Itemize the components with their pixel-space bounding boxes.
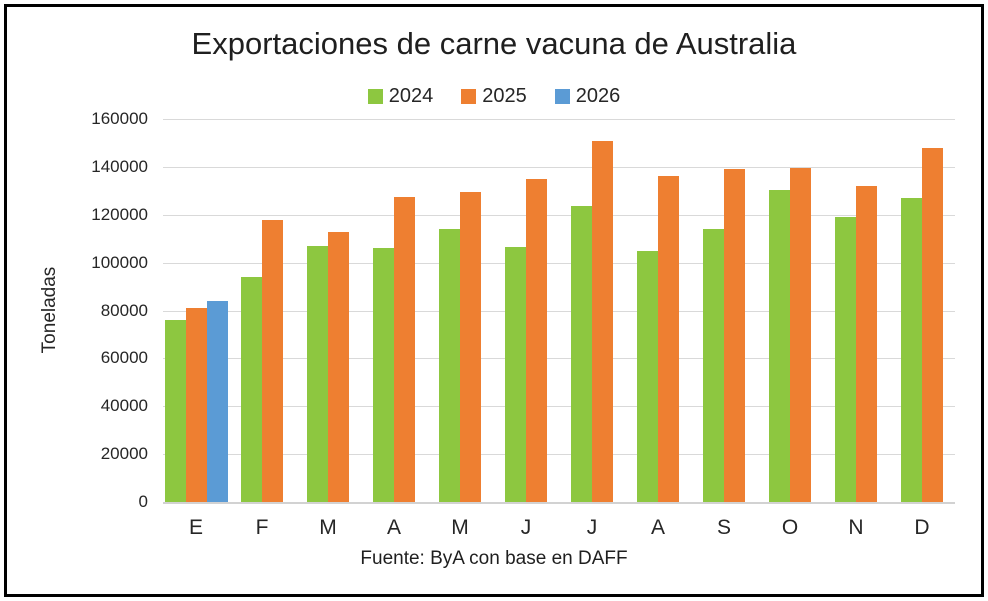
bar-2024-N11 [835,217,856,502]
gridline-100000 [163,262,955,264]
x-tick-label-F2: F [255,516,269,539]
bar-2025-J7 [592,140,613,502]
bar-2024-M5 [439,229,460,502]
y-tick-label-100000: 100000 [91,252,148,272]
legend-item-2026: 2026 [554,85,621,108]
bar-2024-J6 [505,247,526,502]
bar-2024-J7 [571,206,592,502]
source-note: Fuente: ByA con base en DAFF [360,548,628,569]
x-tick-label-A4: A [386,516,401,539]
gridline-120000 [163,214,955,216]
bar-2024-D12 [901,197,922,502]
bar-2024-A8 [637,250,658,502]
bar-2025-M5 [460,192,481,502]
gridline-160000 [163,119,955,120]
x-tick-label-M5: M [451,516,469,539]
bar-2025-E1 [185,308,207,502]
bar-2024-O10 [769,189,790,502]
x-tick-label-E1: E [188,516,203,539]
y-tick-label-60000: 60000 [100,348,148,368]
x-tick-label-O10: O [781,516,799,539]
bar-2025-F2 [262,219,283,502]
x-tick-label-N11: N [848,516,864,539]
legend-item-2024: 2024 [367,85,434,108]
gridline-60000 [163,358,955,360]
x-tick-label-J7: J [586,516,598,539]
gridline-20000 [163,454,955,456]
bar-2024-E1 [164,320,186,502]
x-tick-label-A8: A [650,516,665,539]
gridline-80000 [163,310,955,312]
bar-2025-N11 [856,186,877,502]
legend-swatch-2025-icon [461,89,477,104]
bar-2024-A4 [373,248,394,502]
bar-2026-E1 [206,300,228,502]
bar-2024-F2 [241,276,262,502]
x-tick-label-S9: S [716,516,731,539]
chart-legend: 2024 2025 2026 [0,85,988,108]
y-tick-label-20000: 20000 [100,444,148,464]
x-tick-label-J6: J [520,516,532,539]
bar-2025-M3 [328,231,349,502]
bar-2025-S9 [724,169,745,502]
y-tick-label-40000: 40000 [100,396,148,416]
bar-2024-S9 [703,229,724,502]
y-tick-label-160000: 160000 [91,109,148,128]
bar-2024-M3 [307,245,328,502]
chart-title: Exportaciones de carne vacuna de Austral… [191,26,797,61]
bar-2025-A8 [658,176,679,502]
legend-label-2025: 2025 [482,85,527,107]
y-tick-label-140000: 140000 [91,156,148,176]
bar-2025-A4 [394,196,415,502]
bar-2025-O10 [790,168,811,502]
y-tick-label-80000: 80000 [100,300,148,320]
gridline-40000 [163,406,955,408]
legend-item-2025: 2025 [461,85,527,108]
x-tick-label-D12: D [914,516,930,539]
x-tick-label-M3: M [319,516,337,539]
legend-label-2026: 2026 [575,85,621,107]
y-tick-label-120000: 120000 [91,204,148,224]
bar-2025-J6 [526,178,547,502]
legend-swatch-2024-icon [367,89,383,104]
y-tick-label-0: 0 [138,492,148,511]
legend-swatch-2026-icon [554,89,570,104]
legend-label-2024: 2024 [388,85,434,107]
x-axis-line [163,502,955,504]
gridline-140000 [163,166,955,168]
bar-2025-D12 [922,147,943,502]
